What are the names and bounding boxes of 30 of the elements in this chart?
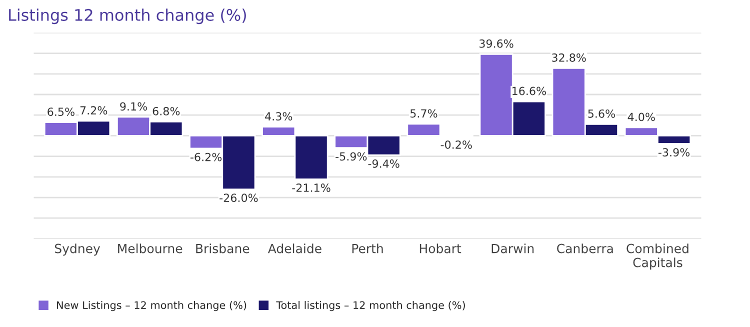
data-label: -0.2% [440,140,472,149]
data-label: 5.7% [410,109,438,118]
data-label: -5.9% [336,152,367,161]
data-label: 4.0% [628,112,655,122]
data-label: -21.1% [292,184,330,192]
legend-label: New Listings – 12 month change (%) [57,301,246,312]
data-label: 39.6% [479,39,514,48]
data-label: -9.4% [368,159,400,168]
x-tick-label: Perth [352,244,383,254]
chart-title: Listings 12 month change (%) [9,8,246,24]
x-tick-label: Sydney [54,244,100,256]
data-label: 5.6% [588,109,615,118]
x-tick-label: Hobart [420,244,462,254]
data-label: 32.8% [552,53,586,62]
data-label: 7.2% [80,106,108,115]
data-label: 4.3% [265,112,292,121]
data-label: -3.9% [658,148,690,157]
x-tick-label: Melbourne [118,244,182,254]
data-label: 6.8% [152,106,180,116]
x-tick-label: Darwin [492,244,534,254]
data-label: 6.5% [48,108,74,116]
data-label: 9.1% [120,102,148,111]
data-label: 16.6% [512,86,546,96]
data-label: -6.2% [190,152,222,162]
x-tick-label: Adelaide [268,244,322,254]
legend-label: Total listings – 12 month change (%) [276,301,465,312]
x-tick-label: Canberra [557,244,613,254]
x-tick-label: Combined Capitals [626,244,688,270]
data-label: -26.0% [220,194,258,202]
x-tick-label: Brisbane [196,244,250,254]
